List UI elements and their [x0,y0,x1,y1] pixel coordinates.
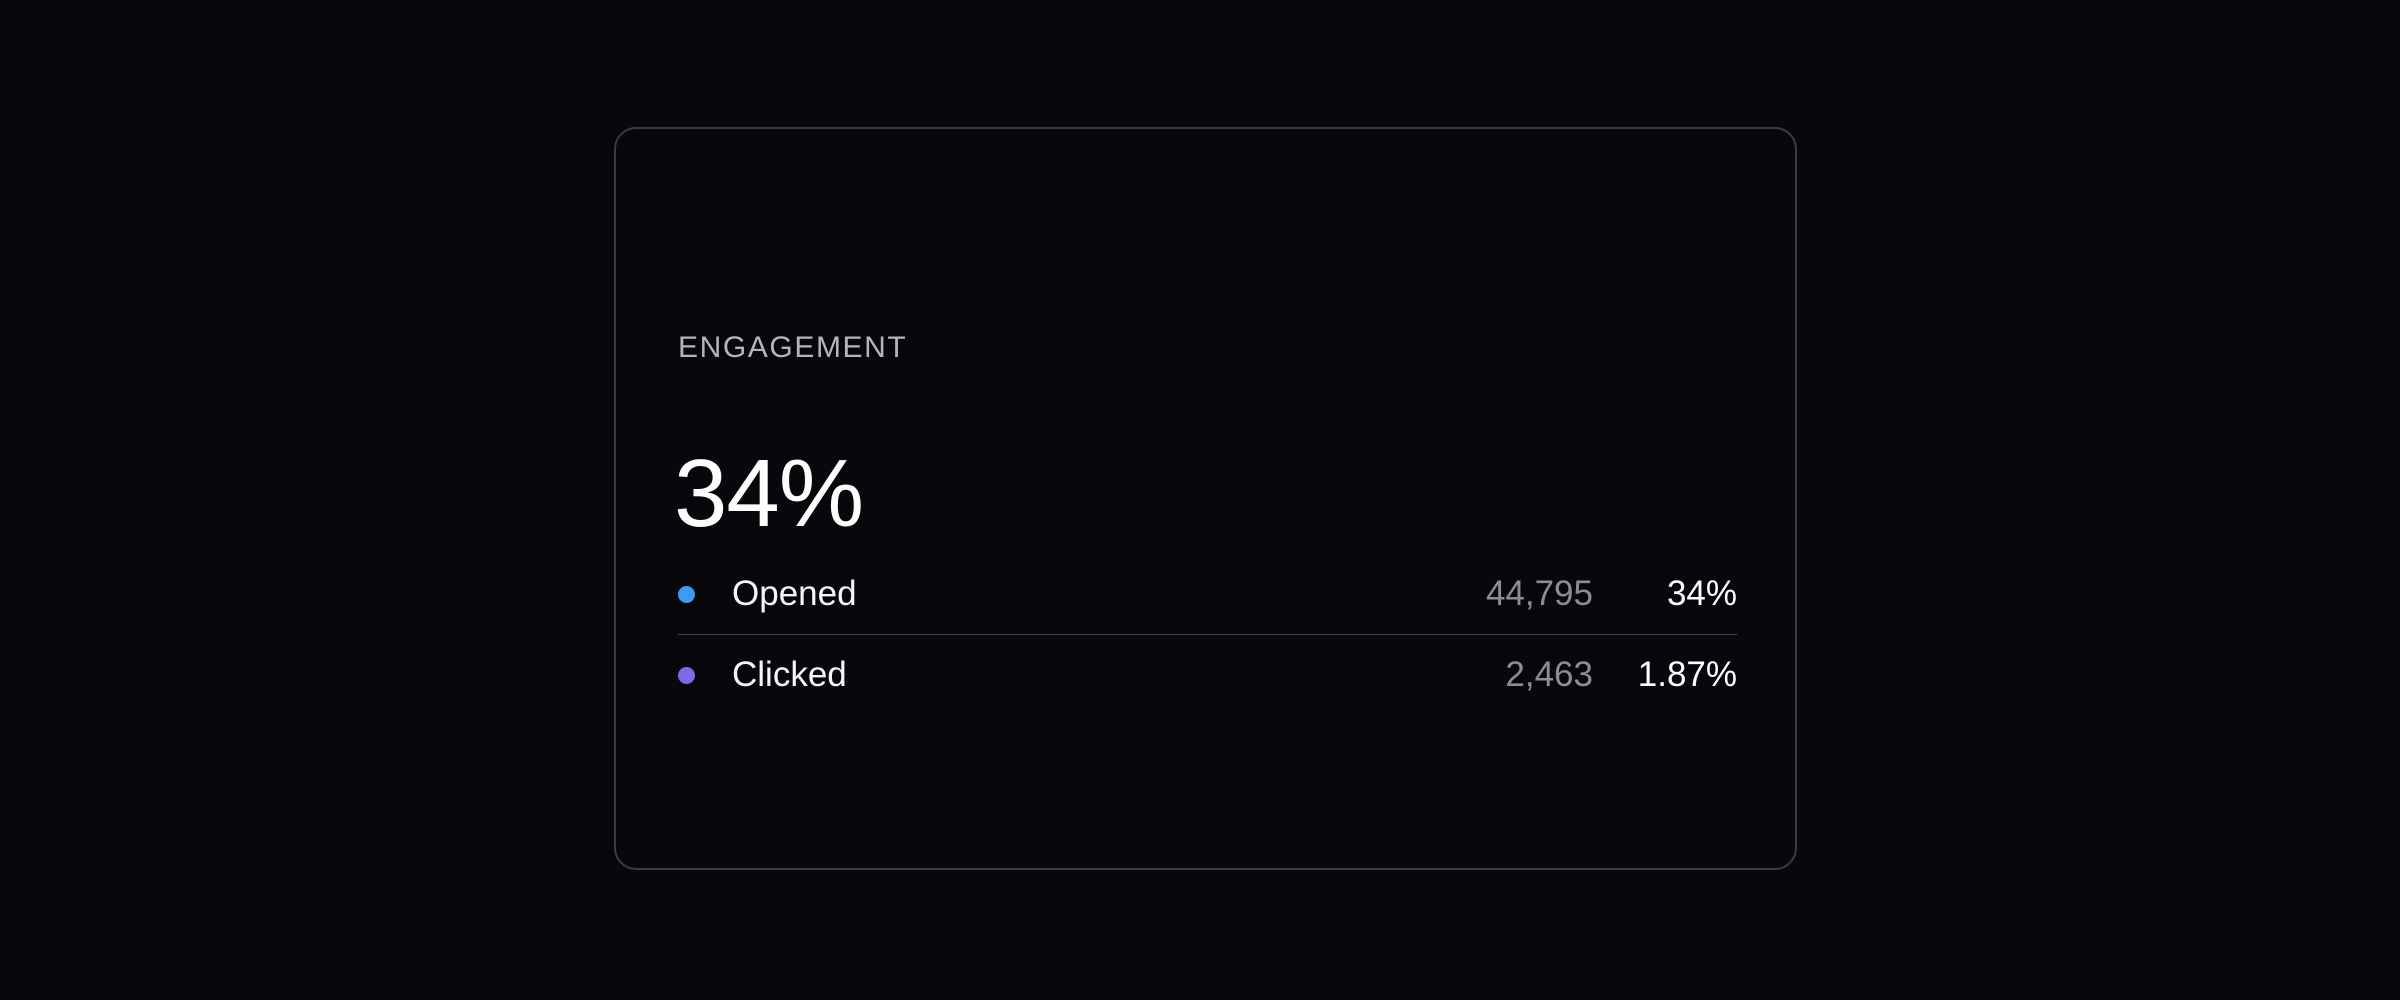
breakdown-percent-clicked: 1.87% [1637,655,1737,694]
engagement-metric-card: ENGAGEMENT 34% Opened 44,795 34% Clicked… [614,127,1797,870]
breakdown-percent-opened: 34% [1666,574,1737,613]
breakdown-count-opened: 44,795 [1485,574,1593,613]
card-eyebrow-label: ENGAGEMENT [678,331,908,364]
breakdown-divider [678,634,1737,635]
breakdown-label-clicked: Clicked [732,655,847,694]
breakdown-label-opened: Opened [732,574,857,613]
purple-dot-icon [678,666,695,684]
blue-dot-icon [678,585,695,603]
engagement-headline-value: 34% [674,440,864,547]
breakdown-row-opened[interactable]: Opened 44,795 34% [678,554,1737,634]
engagement-breakdown-list: Opened 44,795 34% Clicked 2,463 1.87% [678,554,1737,715]
breakdown-count-clicked: 2,463 [1505,655,1593,694]
breakdown-row-clicked[interactable]: Clicked 2,463 1.87% [678,635,1737,715]
